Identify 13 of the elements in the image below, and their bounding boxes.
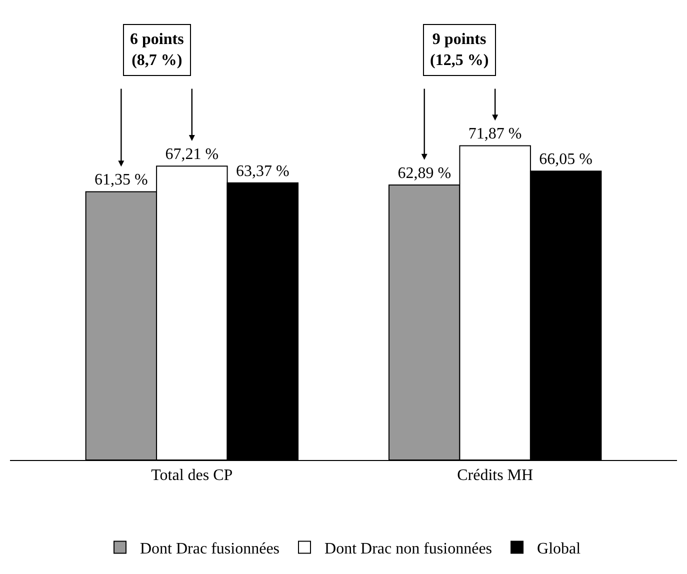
data-label: 62,89 %: [398, 164, 452, 182]
data-label: 61,35 %: [94, 172, 148, 189]
x-tick-label: Total des CP: [151, 467, 233, 484]
data-label: 66,05 %: [539, 151, 592, 168]
legend-label: Global: [537, 540, 582, 558]
data-label: 67,21 %: [165, 146, 219, 164]
x-tick-label: Crédits MH: [457, 467, 534, 484]
text: 9 points (12,5 %): [430, 31, 489, 69]
legend-label: Dont Drac non fusionnées: [324, 540, 492, 558]
text: 6 points (8,7 %): [130, 31, 184, 69]
legend-label: Dont Drac fusionnées: [140, 540, 280, 558]
data-label: 63,37 %: [236, 162, 290, 180]
data-label: 71,87 %: [468, 126, 522, 143]
